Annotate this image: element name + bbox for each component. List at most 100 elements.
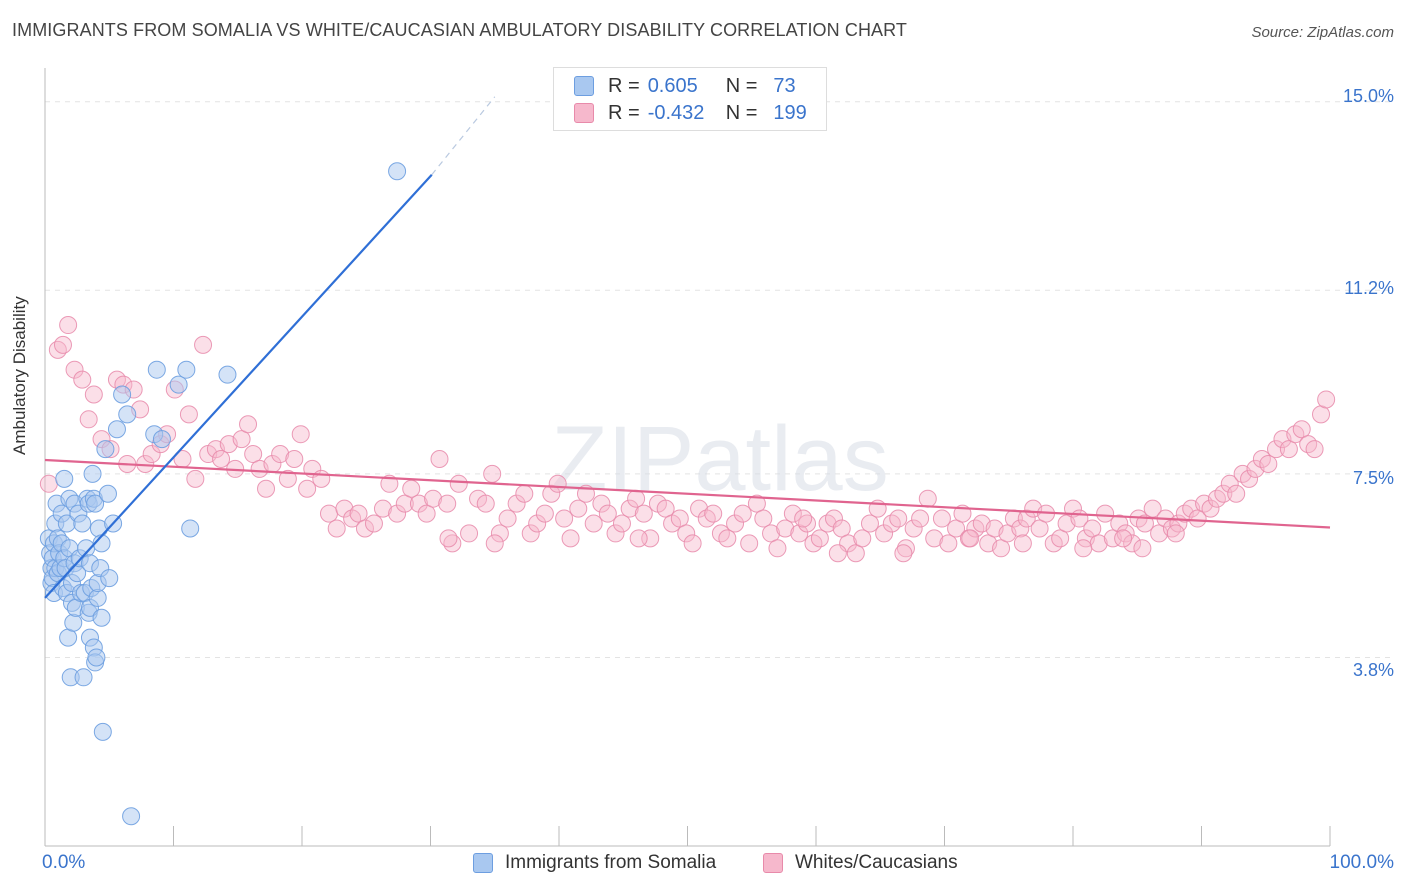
data-point-whites [430,450,449,468]
data-point-whites [677,524,696,543]
data-point-whites [194,335,213,354]
data-point-whites [904,519,923,538]
data-point-whites [1214,484,1233,503]
data-point-whites [598,504,617,523]
legend-item-label: Immigrants from Somalia [505,852,717,873]
data-point-whites [794,509,813,528]
data-point-whites [1123,534,1142,553]
data-point-whites [726,514,745,533]
data-point-whites [1267,440,1286,459]
y-tick-label: 3.8% [1352,660,1394,680]
y-axis-label: Ambulatory Disability [10,296,29,455]
legend-n-value: 199 [773,101,807,124]
x-tick-label: 0.0% [42,852,86,873]
data-point-whites [918,489,937,508]
data-point-whites [327,519,346,538]
watermark: ZIPatlas [551,408,888,510]
data-point-whites [1292,420,1311,439]
data-point-whites [754,509,773,528]
data-point-whites [1013,534,1032,553]
data-point-whites [1227,484,1246,503]
legend-swatch-pink [574,103,594,123]
data-point-whites [142,445,161,464]
data-point-whites [656,499,675,518]
data-point-whites [824,509,843,528]
data-point-whites [65,360,84,379]
data-point-whites [1083,519,1102,538]
data-point-whites [212,450,231,468]
legend-r-value: -0.432 [647,101,705,124]
data-point-whites [992,539,1011,558]
data-point-whites [548,474,567,493]
data-point-whites [718,529,737,548]
gridlines [45,101,1392,658]
data-point-whites [535,504,554,523]
data-point-somalia [92,608,111,627]
data-point-whites [683,534,702,553]
data-point-whites [634,504,653,523]
data-point-whites [790,524,809,543]
data-point-whites [932,509,951,528]
data-point-whites [690,499,709,518]
data-point-somalia [74,668,93,687]
data-point-whites [860,514,879,533]
data-point-whites [896,539,915,558]
data-point-somalia [388,162,407,181]
data-point-whites [776,519,795,538]
data-point-whites [704,504,723,523]
data-point-whites [846,544,865,563]
data-point-whites [810,529,829,548]
legend-item-whites: Whites/Caucasians [763,852,958,874]
axes [44,68,1331,847]
data-point-somalia [152,430,171,449]
legend-swatch-blue [574,76,594,96]
x-tick-label: 100.0% [1329,852,1394,873]
data-point-whites [257,479,276,498]
data-point-whites [528,514,547,533]
legend-n-label: N = [725,101,758,124]
data-point-somalia [98,484,117,503]
data-point-whites [364,514,383,533]
data-point-whites [939,534,958,553]
data-point-whites [1317,390,1336,409]
data-point-whites [1135,514,1154,533]
data-point-whites [1116,524,1135,543]
data-point-whites [355,519,374,538]
data-point-whites [521,524,540,543]
data-point-somalia [73,514,92,533]
data-point-whites [853,529,872,548]
data-point-somalia [181,519,200,538]
data-point-whites [1051,529,1070,548]
data-point-whites [1259,454,1278,473]
data-point-whites [271,445,290,464]
data-point-whites [762,524,781,543]
data-point-whites [733,504,752,523]
series-whites-caucasians [39,316,1336,563]
data-point-somalia [100,569,119,588]
data-point-whites [483,464,502,483]
data-point-somalia [96,440,115,459]
data-point-whites [783,504,802,523]
data-point-whites [1133,539,1152,558]
data-point-whites [1110,514,1129,533]
data-point-somalia [86,494,105,513]
data-point-whites [592,494,611,513]
data-point-whites [485,534,504,553]
legend-n-label: N = [725,74,758,97]
data-point-somalia [118,405,137,424]
trend-line-whites [44,458,1331,529]
data-point-whites [186,469,205,488]
legend-r-label: R = [608,74,640,97]
data-point-whites [768,539,787,558]
data-point-whites [627,489,646,508]
legend-item-label: Whites/Caucasians [795,852,958,873]
data-point-whites [670,509,689,528]
data-point-whites [388,504,407,523]
data-point-whites [1188,509,1207,528]
legend-row-whites: R = -0.432 N = 199 [574,100,807,126]
series-legend: Immigrants from Somalia Whites/Caucasian… [0,852,1406,878]
data-point-whites [1017,509,1036,528]
data-point-whites [1201,499,1220,518]
data-point-somalia [55,469,74,488]
